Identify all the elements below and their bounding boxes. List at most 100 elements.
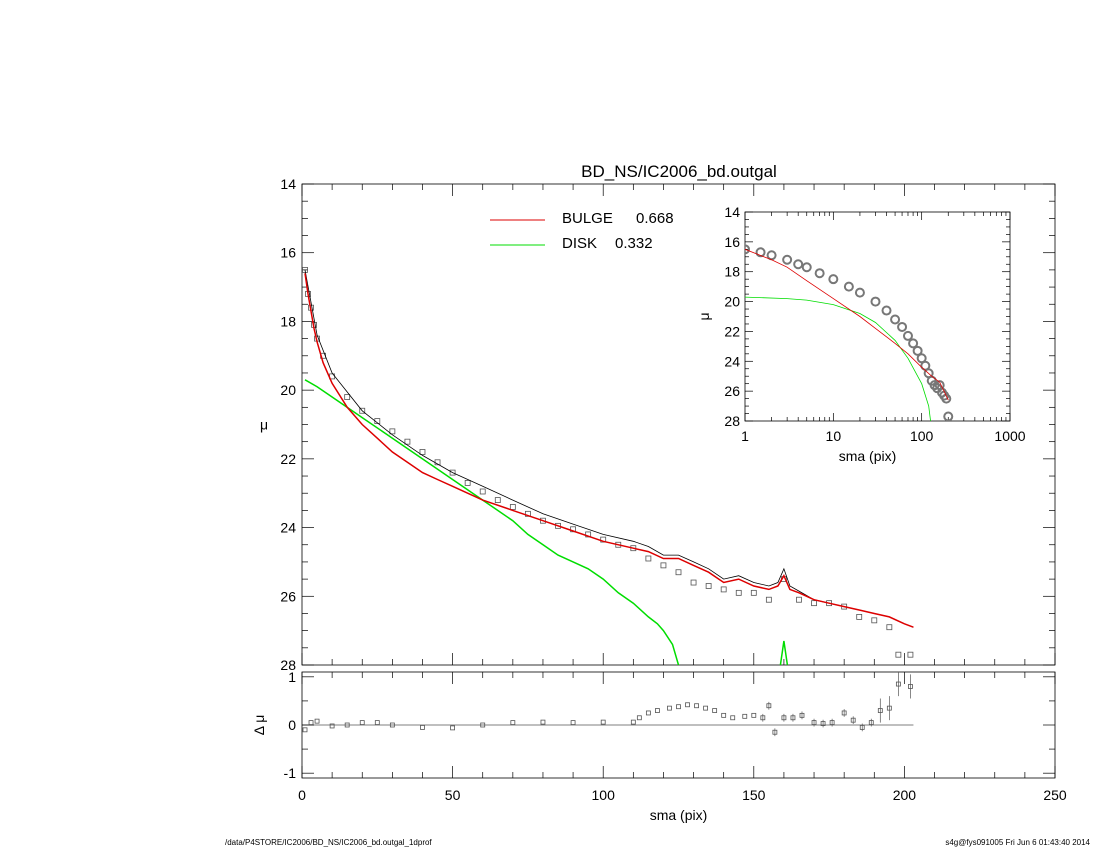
inset-data-point <box>912 345 923 356</box>
inset-y-tick-label: 22 <box>724 323 740 339</box>
residual-point <box>694 703 699 709</box>
residual-point <box>676 704 681 710</box>
inset-data-point <box>941 393 952 404</box>
residual-y-tick-label: -1 <box>284 765 297 781</box>
inset-x-tick-label: 10 <box>826 428 842 444</box>
main-y-tick-label: 26 <box>280 588 296 604</box>
x-tick-label: 50 <box>445 787 461 803</box>
inset-data-point <box>881 305 892 316</box>
main-y-tick-label: 28 <box>280 657 296 673</box>
data-point <box>907 651 914 658</box>
residual-point <box>877 708 883 713</box>
legend-disk-value: 0.332 <box>615 235 653 252</box>
data-point <box>494 497 501 503</box>
data-point <box>750 589 757 596</box>
residual-point <box>655 708 660 713</box>
residual-point <box>374 720 380 725</box>
series-disk-line <box>304 379 789 665</box>
data-point <box>555 522 561 529</box>
inset-plot-frame <box>744 211 1011 422</box>
x-tick-label: 150 <box>742 787 766 803</box>
main-y-tick-label: 14 <box>280 176 296 192</box>
inset-data-point <box>814 268 825 279</box>
residual-point <box>772 729 778 735</box>
residual-point <box>344 722 350 728</box>
inset-plot-area <box>745 244 954 421</box>
residual-point <box>480 722 486 728</box>
x-tick-label: 100 <box>592 787 616 803</box>
main-y-tick-label: 18 <box>280 313 296 329</box>
residual-point <box>829 720 835 725</box>
inset-x-tick-label: 100 <box>910 428 934 444</box>
residual-point <box>820 721 826 726</box>
inset-x-axis-label: sma (pix) <box>839 448 897 464</box>
legend-bulge-label: BULGE <box>562 210 613 227</box>
residual-point <box>450 725 456 731</box>
main-plot-area <box>302 266 914 665</box>
residual-point <box>811 720 817 725</box>
inset-data-point <box>943 411 954 421</box>
inset-y-tick-label: 26 <box>724 383 740 399</box>
data-point <box>811 600 817 607</box>
data-point <box>720 586 727 593</box>
inset-x-tick-label: 1 <box>741 428 749 444</box>
residual-point <box>886 705 892 711</box>
data-point <box>419 449 426 455</box>
series-bulge-line <box>304 273 914 628</box>
residual-point <box>712 708 718 713</box>
chart-title: BD_NS/IC2006_bd.outgal <box>581 162 777 181</box>
data-point <box>600 536 607 543</box>
data-point <box>660 562 667 569</box>
inset-y-tick-label: 16 <box>724 234 740 250</box>
residual-point <box>685 702 690 708</box>
data-point <box>449 469 456 476</box>
inset-data-point <box>745 244 750 255</box>
inset-bulge-line <box>745 248 949 401</box>
residual-point <box>859 725 865 730</box>
main-y-tick-label: 22 <box>280 451 296 467</box>
residual-point <box>781 715 787 721</box>
inset-y-tick-label: 14 <box>724 204 740 220</box>
residual-y-tick-label: 1 <box>288 669 296 685</box>
residual-point <box>314 718 320 724</box>
residual-point <box>359 720 365 725</box>
inset-data-point <box>890 314 901 325</box>
inset-x-tick-label: 1000 <box>994 428 1025 444</box>
residual-point <box>329 723 335 729</box>
residual-point <box>850 717 856 723</box>
data-point <box>796 596 802 603</box>
data-point <box>389 428 396 435</box>
residual-point <box>389 722 395 728</box>
residual-point <box>645 710 651 716</box>
residual-point <box>570 720 576 725</box>
data-point <box>540 517 546 524</box>
residual-point <box>302 727 308 733</box>
main-y-tick-label: 16 <box>280 245 296 261</box>
inset-data-point <box>766 250 777 261</box>
inset-data-point <box>793 259 804 270</box>
residual-point <box>742 713 748 719</box>
data-point <box>404 438 411 445</box>
legend-disk-label: DISK <box>562 235 597 252</box>
data-point <box>765 596 772 603</box>
x-tick-label: 250 <box>1043 787 1067 803</box>
residual-point <box>308 720 314 725</box>
inset-y-axis-label: μ <box>696 312 712 320</box>
inset-data-point <box>782 254 793 265</box>
data-point <box>464 480 471 486</box>
residual-point <box>510 720 516 725</box>
residual-point <box>895 681 901 687</box>
data-point <box>344 394 351 400</box>
main-y-tick-label: 24 <box>280 520 296 536</box>
data-point <box>886 624 893 631</box>
residual-point <box>760 715 766 721</box>
data-point <box>645 555 652 562</box>
data-point <box>871 617 878 624</box>
x-tick-label: 200 <box>893 787 917 803</box>
inset-y-tick-label: 24 <box>724 353 740 369</box>
inset-data-point <box>801 262 812 273</box>
data-point <box>856 614 863 620</box>
data-point <box>690 579 697 586</box>
footer-timestamp: s4g@fys091005 Fri Jun 6 01:43:40 2014 <box>945 838 1090 847</box>
residual-point <box>730 715 736 721</box>
